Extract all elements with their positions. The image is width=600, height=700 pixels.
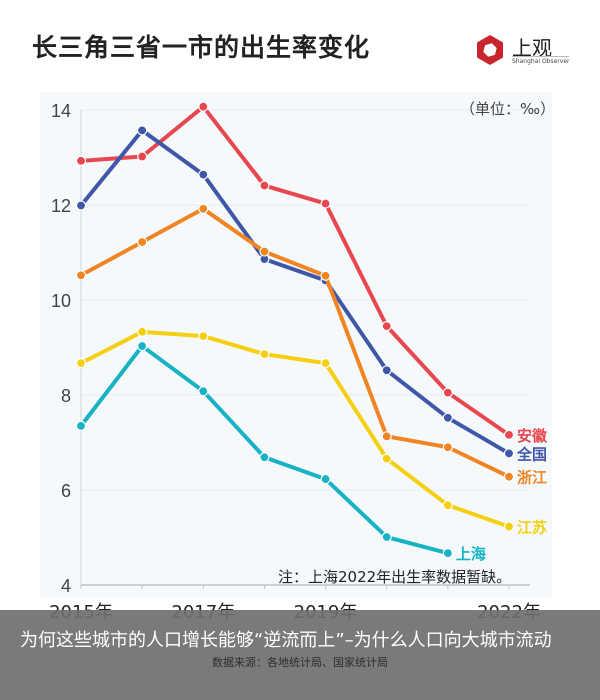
y-tick-label: 14 xyxy=(51,101,71,121)
data-point xyxy=(442,442,453,453)
annotation: 注：上海2022年出生率数据暂缺。 xyxy=(278,568,511,586)
data-point xyxy=(198,331,209,342)
series-line-浙江 xyxy=(80,206,510,479)
series-label: 安徽 xyxy=(517,427,548,445)
logo-subtitle: Shanghai Observer xyxy=(512,56,570,65)
y-tick-label: 4 xyxy=(61,576,71,596)
series-label: 全国 xyxy=(516,445,547,463)
data-point xyxy=(381,431,392,442)
data-point xyxy=(75,200,87,211)
data-point xyxy=(198,169,209,180)
data-point xyxy=(320,198,331,209)
caption-overlay xyxy=(0,610,600,700)
data-point xyxy=(381,321,392,332)
logo-hexagon-icon xyxy=(477,35,503,65)
data-point xyxy=(442,412,453,423)
series-line-安徽 xyxy=(80,104,511,437)
data-point xyxy=(442,387,453,398)
data-point xyxy=(259,452,270,463)
data-point xyxy=(442,548,453,559)
y-tick-label: 12 xyxy=(51,196,71,216)
data-point xyxy=(320,473,331,485)
caption-link[interactable]: 为何这些城市的人口增长能够“逆流而上”–为什么人口向大城市流动 xyxy=(20,630,552,651)
shanghai-observer-logo: 上观 Shanghai Observer xyxy=(474,34,574,68)
data-point xyxy=(137,125,148,136)
series-line-江苏 xyxy=(80,329,510,529)
data-point xyxy=(503,471,515,482)
data-point xyxy=(75,420,87,431)
series-label: 浙江 xyxy=(517,469,547,487)
data-point xyxy=(381,453,392,464)
chart-title: 长三角三省一市的出生率变化 xyxy=(32,33,371,62)
data-source: 数据来源：各地统计局、国家统计局 xyxy=(212,656,388,669)
unit-label: （单位：‰） xyxy=(460,100,555,118)
data-point xyxy=(320,270,331,281)
data-point xyxy=(320,358,331,369)
data-point xyxy=(75,155,87,166)
series-label: 上海 xyxy=(456,545,486,563)
data-point xyxy=(503,429,515,440)
data-point xyxy=(259,246,270,257)
data-point xyxy=(381,365,392,376)
data-point xyxy=(137,151,148,162)
data-point xyxy=(259,349,270,360)
data-point xyxy=(198,101,209,112)
y-tick-label: 10 xyxy=(51,291,71,311)
data-point xyxy=(137,326,148,337)
data-point xyxy=(137,236,148,248)
data-point xyxy=(75,270,87,281)
data-point xyxy=(381,531,392,543)
data-point xyxy=(503,521,515,532)
data-point xyxy=(198,203,209,214)
data-point xyxy=(75,358,87,369)
series-line-全国 xyxy=(79,128,511,456)
series-label: 江苏 xyxy=(517,519,547,537)
y-tick-label: 8 xyxy=(61,386,71,406)
data-point xyxy=(442,500,453,511)
data-point xyxy=(137,340,148,352)
data-point xyxy=(503,448,515,459)
y-tick-label: 6 xyxy=(61,481,71,501)
data-point xyxy=(259,180,270,191)
data-point xyxy=(198,386,209,397)
